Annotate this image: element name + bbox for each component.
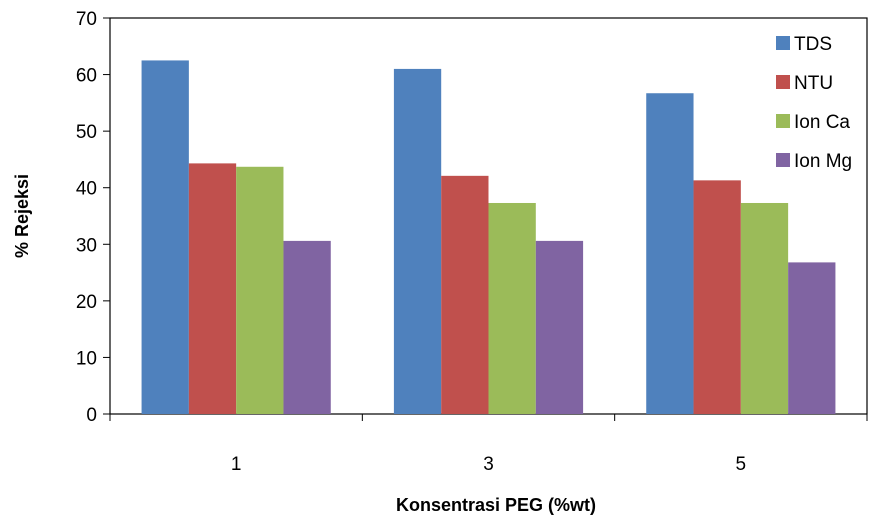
x-axis-title: Konsentrasi PEG (%wt) xyxy=(396,495,596,515)
legend-item-ion-ca: Ion Ca xyxy=(776,112,850,133)
legend-swatch xyxy=(776,153,790,167)
bar-ion-ca-cat-1 xyxy=(236,166,284,414)
legend-label: Ion Mg xyxy=(794,151,852,172)
bar-ntu-cat-3 xyxy=(441,175,489,414)
y-tick-label: 10 xyxy=(76,348,97,369)
y-tick-label: 60 xyxy=(76,66,97,87)
legend-swatch xyxy=(776,36,790,50)
y-tick-label: 40 xyxy=(76,179,97,200)
legend-item-ntu: NTU xyxy=(776,73,833,94)
legend-label: NTU xyxy=(794,73,833,94)
bar-ion-mg-cat-3 xyxy=(535,240,584,414)
y-tick-label: 20 xyxy=(76,292,97,313)
x-tick-label: 5 xyxy=(736,454,747,475)
legend-swatch xyxy=(776,114,790,128)
y-axis-ticks: 0 10 20 30 40 50 60 70 xyxy=(76,9,110,426)
y-tick-label: 0 xyxy=(86,405,97,426)
y-tick-label: 70 xyxy=(76,9,97,30)
bar-ion-mg-cat-1 xyxy=(283,240,331,414)
bars xyxy=(141,60,836,415)
bar-tds-cat-5 xyxy=(646,93,694,415)
bar-ntu-cat-1 xyxy=(188,163,237,414)
x-axis-ticks: 1 3 5 xyxy=(109,414,868,475)
bar-ntu-cat-5 xyxy=(693,180,741,414)
bar-ion-ca-cat-3 xyxy=(488,202,536,414)
x-tick-label: 3 xyxy=(483,454,494,475)
x-tick-label: 1 xyxy=(231,454,242,475)
y-tick-label: 30 xyxy=(76,235,97,256)
bar-ion-ca-cat-5 xyxy=(740,202,789,414)
y-tick-label: 50 xyxy=(76,122,97,143)
legend-item-ion-mg: Ion Mg xyxy=(776,151,852,172)
legend-label: TDS xyxy=(794,34,832,55)
bar-tds-cat-1 xyxy=(141,60,189,415)
legend: TDS NTU Ion Ca Ion Mg xyxy=(776,34,852,172)
bar-tds-cat-3 xyxy=(393,68,442,415)
legend-item-tds: TDS xyxy=(776,34,832,55)
legend-swatch xyxy=(776,75,790,89)
legend-label: Ion Ca xyxy=(794,112,850,133)
y-axis-title: % Rejeksi xyxy=(12,174,32,258)
bar-ion-mg-cat-5 xyxy=(788,262,836,414)
